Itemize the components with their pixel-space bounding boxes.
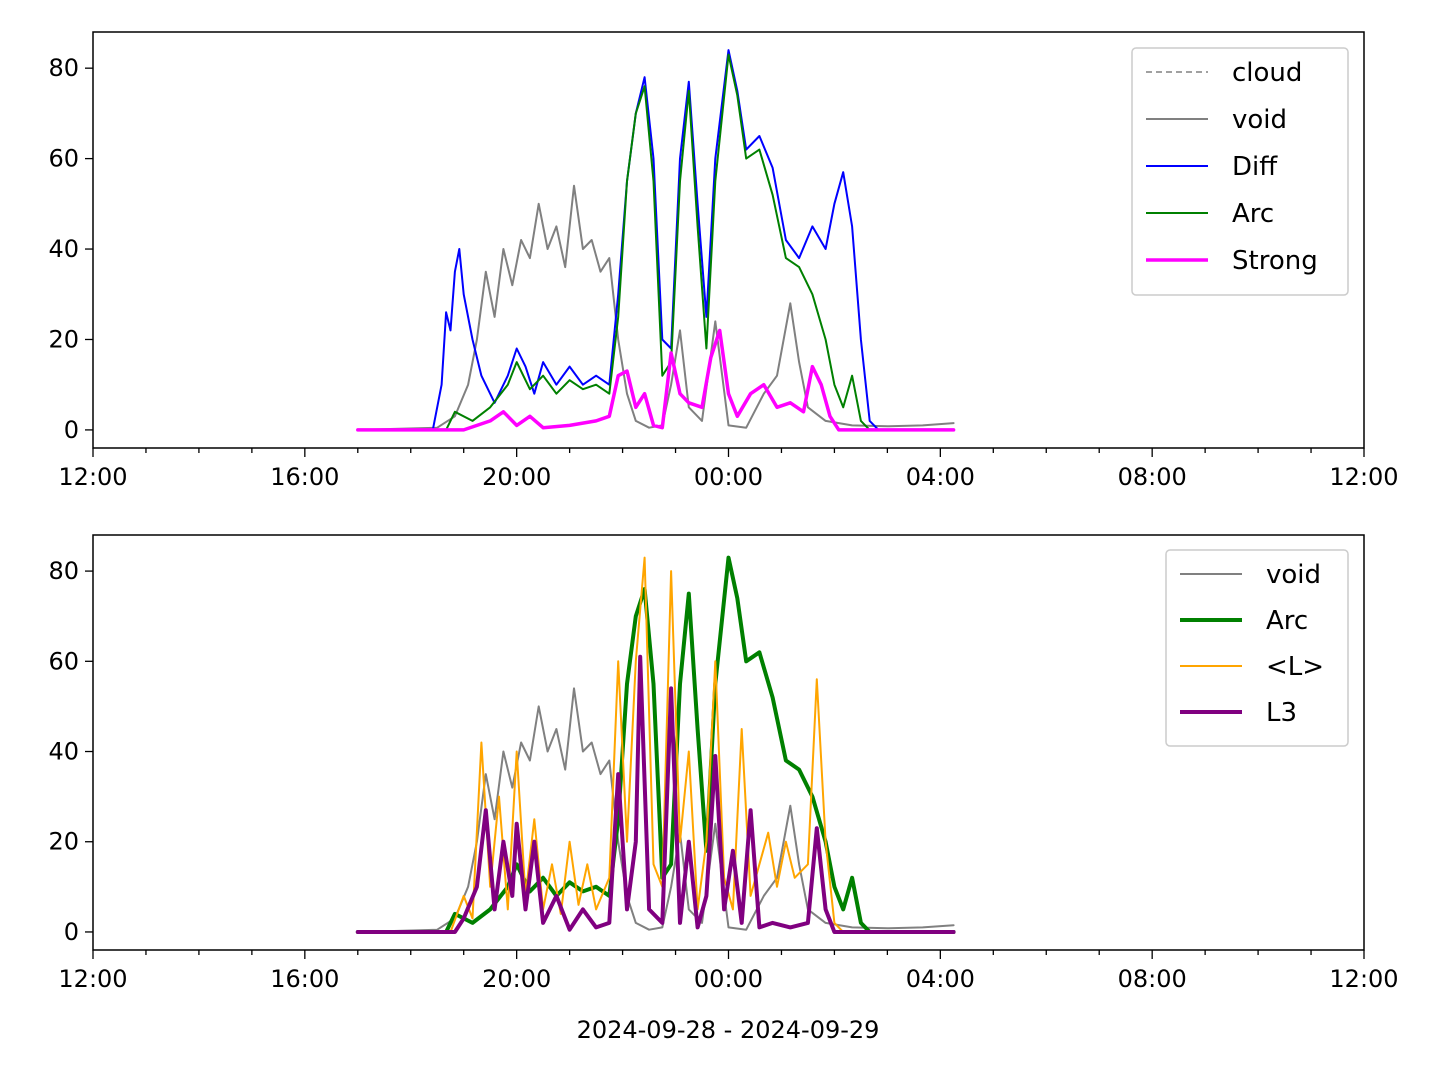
- y-tick-label: 60: [48, 647, 79, 675]
- legend-label: <L>: [1266, 652, 1324, 682]
- top-series-layer: [356, 49, 956, 432]
- top-legend: cloud void Diff Arc Strong: [1131, 47, 1349, 296]
- top-y-ticks: 0 20 40 60 80: [48, 54, 93, 444]
- legend-label: Arc: [1266, 606, 1308, 636]
- y-tick-label: 80: [48, 557, 79, 585]
- top-panel: 12:00 16:00 20:00 00:00 04:00 08:00 12:00 0 20 4…: [48, 31, 1399, 491]
- series-line-arc: [355, 555, 956, 934]
- series-line-strong: [356, 328, 956, 432]
- x-tick-label: 00:00: [694, 965, 763, 993]
- x-tick-label: 20:00: [482, 965, 551, 993]
- y-tick-label: 40: [48, 738, 79, 766]
- bottom-panel: 12:00 16:00 20:00 00:00 04:00 08:00 12:00 0 20 4…: [48, 534, 1399, 1044]
- y-tick-label: 0: [64, 416, 79, 444]
- series-line-l: [356, 556, 955, 933]
- series-line-void: [356, 184, 955, 431]
- x-tick-label: 16:00: [270, 463, 339, 491]
- top-x-ticks: 12:00 16:00 20:00 00:00 04:00 08:00 12:00: [58, 448, 1399, 491]
- y-tick-label: 40: [48, 235, 79, 263]
- x-tick-label: 12:00: [1329, 965, 1398, 993]
- x-axis-label: 2024-09-28 - 2024-09-29: [577, 1016, 880, 1044]
- legend-label: L3: [1266, 698, 1297, 728]
- y-tick-label: 20: [48, 325, 79, 353]
- legend-label: void: [1266, 560, 1321, 590]
- bottom-series-layer: [355, 555, 956, 934]
- legend-box: [1165, 549, 1349, 747]
- bottom-legend: void Arc <L> L3: [1165, 549, 1349, 747]
- legend-label: void: [1232, 105, 1287, 135]
- legend-label: cloud: [1232, 58, 1302, 88]
- x-tick-label: 08:00: [1118, 463, 1187, 491]
- legend-label: Strong: [1232, 246, 1318, 276]
- x-tick-label: 16:00: [270, 965, 339, 993]
- x-tick-label: 04:00: [906, 463, 975, 491]
- x-tick-label: 12:00: [58, 463, 127, 491]
- y-tick-label: 0: [64, 918, 79, 946]
- series-line-diff: [356, 49, 955, 431]
- y-tick-label: 80: [48, 54, 79, 82]
- legend-box: [1131, 47, 1349, 296]
- x-tick-label: 08:00: [1118, 965, 1187, 993]
- legend-label: Diff: [1232, 152, 1278, 182]
- bottom-x-ticks: 12:00 16:00 20:00 00:00 04:00 08:00 12:00: [58, 950, 1399, 993]
- x-tick-label: 04:00: [906, 965, 975, 993]
- x-tick-label: 12:00: [58, 965, 127, 993]
- x-tick-label: 00:00: [694, 463, 763, 491]
- x-tick-label: 12:00: [1329, 463, 1398, 491]
- x-tick-label: 20:00: [482, 463, 551, 491]
- y-tick-label: 20: [48, 828, 79, 856]
- bottom-y-ticks: 0 20 40 60 80: [48, 557, 93, 946]
- series-line-l3: [355, 654, 956, 934]
- legend-label: Arc: [1232, 199, 1274, 229]
- y-tick-label: 60: [48, 145, 79, 173]
